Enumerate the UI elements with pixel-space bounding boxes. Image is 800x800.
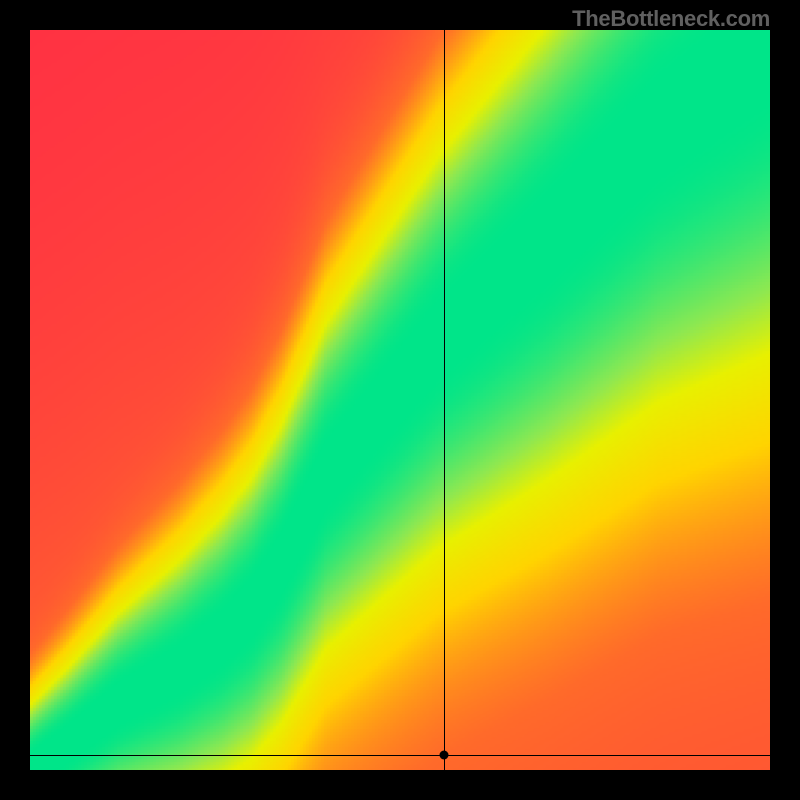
crosshair-horizontal	[30, 755, 770, 756]
heatmap-canvas	[30, 30, 770, 770]
marker-dot	[440, 751, 449, 760]
plot-area	[30, 30, 770, 770]
crosshair-vertical	[444, 30, 445, 770]
watermark-text: TheBottleneck.com	[572, 6, 770, 32]
chart-container: TheBottleneck.com	[0, 0, 800, 800]
